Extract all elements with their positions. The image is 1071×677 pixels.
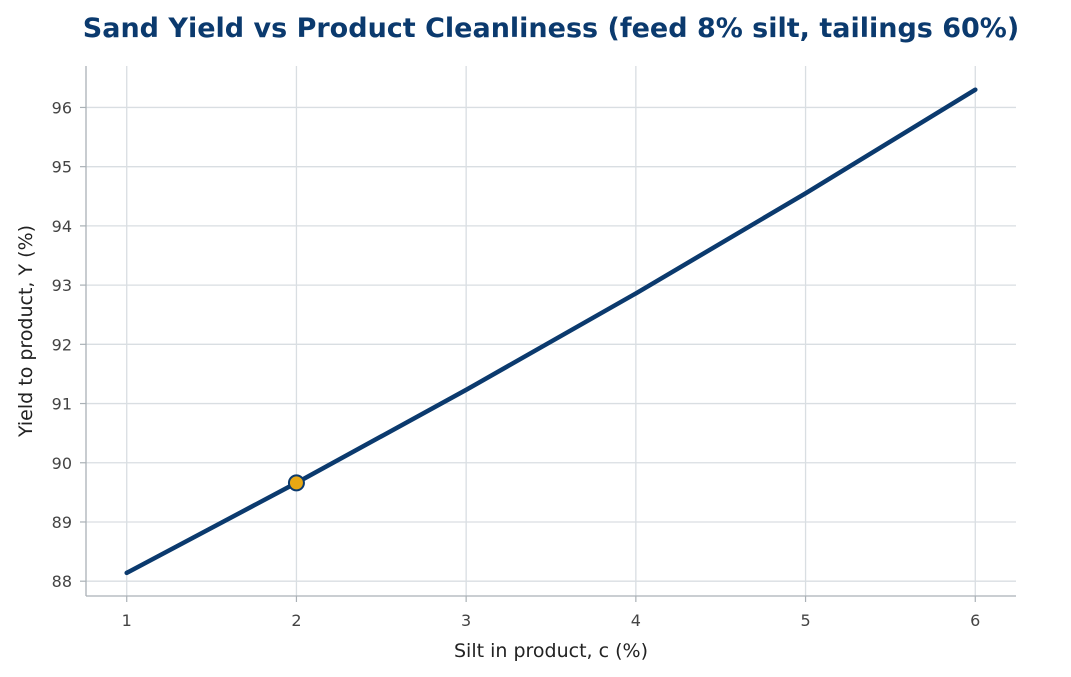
x-tick-label: 1 — [122, 611, 132, 630]
y-tick-label: 90 — [52, 454, 72, 473]
x-tick-label: 5 — [800, 611, 810, 630]
x-tick-label: 3 — [461, 611, 471, 630]
y-tick-label: 89 — [52, 513, 72, 532]
highlight-point-marker — [287, 474, 305, 492]
x-tick-label: 6 — [970, 611, 980, 630]
grid — [86, 66, 1016, 596]
y-tick-label: 92 — [52, 335, 72, 354]
series-layer — [124, 87, 978, 576]
x-tick-label: 4 — [631, 611, 641, 630]
series-line — [124, 87, 978, 576]
y-tick-label: 93 — [52, 276, 72, 295]
y-axis-label: Yield to product, Y (%) — [15, 225, 37, 438]
axes-spines — [85, 66, 1016, 597]
y-tick-label: 91 — [52, 395, 72, 414]
axis-ticks: 1 2 3 4 5 6 88 89 90 91 92 93 94 95 96 — [52, 98, 981, 630]
y-tick-label: 96 — [52, 98, 72, 117]
chart-title: Sand Yield vs Product Cleanliness (feed … — [83, 13, 1019, 44]
x-axis-label: Silt in product, c (%) — [454, 640, 648, 662]
y-tick-label: 95 — [52, 158, 72, 177]
y-tick-label: 88 — [52, 572, 72, 591]
y-tick-label: 94 — [52, 217, 72, 236]
x-tick-label: 2 — [291, 611, 301, 630]
